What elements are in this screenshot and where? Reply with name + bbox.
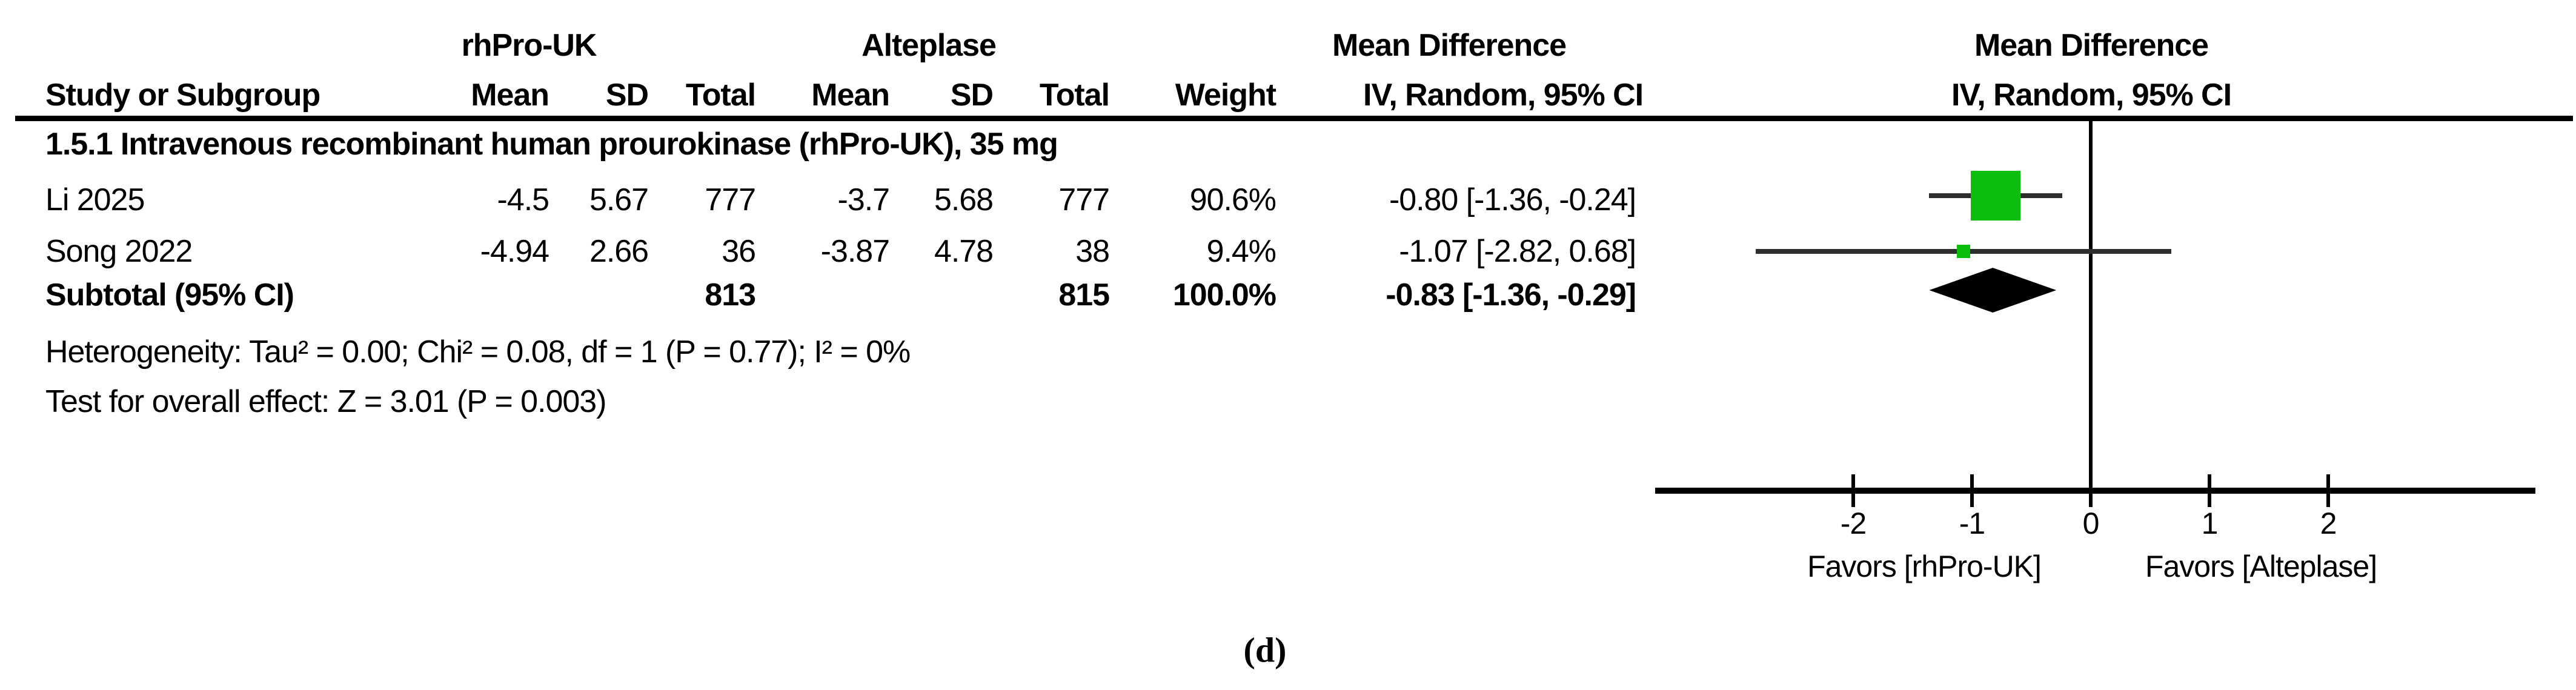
col-header-sd2: SD (950, 78, 994, 113)
subtotal-total1: 813 (705, 277, 756, 313)
header-rule (15, 116, 2573, 121)
axis-tick (2326, 474, 2330, 507)
favors-right-label: Favors [Alteplase] (2145, 549, 2377, 583)
col-header-ci: IV, Random, 95% CI (1363, 78, 1644, 113)
axis-tick (2208, 474, 2211, 507)
cell-total1: 36 (722, 234, 756, 269)
cell-ci-text: -1.07 [-2.82, 0.68] (1399, 234, 1636, 269)
axis-tick-label: -1 (1959, 506, 1985, 540)
col-header-mean2: Mean (811, 78, 890, 113)
study-name: Song 2022 (45, 234, 193, 269)
plot-ci-header: IV, Random, 95% CI (1951, 78, 2232, 113)
cell-sd1: 5.67 (589, 182, 649, 217)
cell-sd2: 4.78 (934, 234, 994, 269)
cell-total2: 777 (1058, 182, 1110, 217)
subtotal-weight: 100.0% (1172, 277, 1276, 313)
subtotal-total2: 815 (1058, 277, 1110, 313)
x-axis-line (1655, 488, 2535, 494)
col-header-total1: Total (685, 78, 756, 113)
axis-tick-label: 1 (2201, 506, 2219, 540)
cell-mean1: -4.94 (480, 234, 549, 269)
cell-total2: 38 (1075, 234, 1110, 269)
col-header-total2: Total (1039, 78, 1110, 113)
col-header-weight: Weight (1175, 78, 1276, 113)
subtotal-label: Subtotal (95% CI) (45, 277, 294, 313)
subtotal-ci-text: -0.83 [-1.36, -0.29] (1386, 277, 1636, 313)
cell-mean2: -3.87 (820, 234, 890, 269)
cell-sd2: 5.68 (934, 182, 994, 217)
study-weight-square (1957, 245, 1971, 258)
zero-line (2089, 119, 2093, 493)
cell-total1: 777 (705, 182, 756, 217)
axis-tick (1970, 474, 1974, 507)
axis-tick-label: -2 (1840, 506, 1867, 540)
study-name: Li 2025 (45, 182, 145, 217)
subgroup-title: 1.5.1 Intravenous recombinant human prou… (45, 127, 1058, 162)
axis-tick (1851, 474, 1855, 507)
cell-ci-text: -0.80 [-1.36, -0.24] (1389, 182, 1636, 217)
axis-tick (2089, 474, 2093, 507)
cell-weight: 90.6% (1189, 182, 1276, 217)
group2-header: Alteplase (861, 28, 997, 63)
favors-left-label: Favors [rhPro-UK] (1807, 549, 2042, 583)
cell-weight: 9.4% (1206, 234, 1276, 269)
cell-sd1: 2.66 (589, 234, 649, 269)
study-weight-square (1971, 171, 2021, 221)
group1-header: rhPro-UK (461, 28, 597, 63)
figure-letter: (d) (1243, 630, 1287, 670)
mean-difference-header-plot: Mean Difference (1974, 28, 2209, 63)
axis-tick-label: 2 (2320, 506, 2337, 540)
heterogeneity-line: Heterogeneity: Tau² = 0.00; Chi² = 0.08,… (45, 334, 911, 370)
col-header-sd1: SD (605, 78, 649, 113)
subtotal-diamond (1929, 268, 2057, 313)
cell-mean2: -3.7 (837, 182, 890, 217)
cell-mean1: -4.5 (497, 182, 549, 217)
axis-tick-label: 0 (2082, 506, 2100, 540)
study-col-header: Study or Subgroup (45, 78, 320, 113)
overall-effect-line: Test for overall effect: Z = 3.01 (P = 0… (45, 384, 606, 419)
mean-difference-header-table: Mean Difference (1332, 28, 1567, 63)
col-header-mean1: Mean (471, 78, 549, 113)
